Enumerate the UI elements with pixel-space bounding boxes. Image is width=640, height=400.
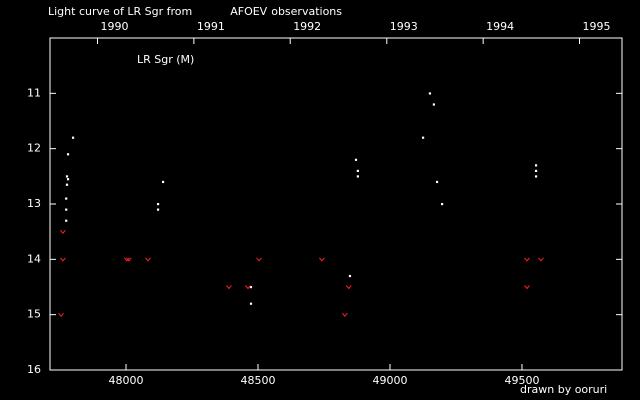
plot-frame <box>49 37 623 371</box>
observation <box>71 136 75 139</box>
observation <box>65 219 68 222</box>
observation <box>65 175 69 178</box>
x-tick-label: 48000 <box>109 374 144 387</box>
x2-tick-label: 1990 <box>101 20 129 33</box>
upper-limit <box>126 257 132 262</box>
upper-limit <box>318 257 325 262</box>
observation <box>161 180 165 184</box>
observation <box>534 169 538 172</box>
y-tick-label: 11 <box>27 86 41 99</box>
upper-limit <box>245 285 251 290</box>
upper-limit <box>58 312 64 317</box>
x-tick-label: 48500 <box>241 374 276 387</box>
upper-limit <box>123 257 130 262</box>
observation <box>156 208 160 211</box>
observation <box>65 208 68 211</box>
observation <box>249 302 253 305</box>
observation <box>421 136 425 139</box>
observation <box>435 180 439 184</box>
chart-title: observations <box>271 5 342 18</box>
x2-tick-label: 1991 <box>197 20 225 33</box>
upper-limit <box>145 257 151 262</box>
observation <box>356 169 359 172</box>
chart-title: Light curve of LR Sgr from <box>48 5 192 18</box>
observation <box>534 164 538 167</box>
upper-limit <box>538 257 544 262</box>
y-tick-label: 15 <box>27 308 41 321</box>
y-tick-label: 16 <box>27 363 41 376</box>
upper-limit <box>60 257 66 262</box>
observation <box>66 178 70 181</box>
x2-tick-label: 1994 <box>486 20 514 33</box>
observation <box>354 158 358 161</box>
upper-limit <box>524 285 530 290</box>
observation <box>348 274 352 278</box>
y-tick-label: 14 <box>27 252 41 265</box>
observation <box>156 203 160 206</box>
star-label: LR Sgr (M) <box>137 53 194 66</box>
x-tick-label: 49000 <box>372 374 407 387</box>
observation <box>66 153 70 156</box>
chart-title: AFOEV <box>230 5 267 18</box>
observation <box>428 92 432 95</box>
observation <box>65 183 69 186</box>
observation <box>356 175 359 178</box>
credit: drawn by ooruri <box>520 383 607 396</box>
observation <box>534 175 538 178</box>
observation <box>65 197 68 200</box>
upper-limit <box>60 229 66 234</box>
upper-limit <box>524 257 530 262</box>
observation <box>440 203 444 206</box>
upper-limit <box>345 285 352 290</box>
x2-tick-label: 1992 <box>293 20 321 33</box>
observation <box>249 286 253 289</box>
y-tick-label: 12 <box>27 142 41 155</box>
x-tick-label: 49500 <box>504 374 539 387</box>
x2-tick-label: 1993 <box>390 20 418 33</box>
x2-tick-label: 1995 <box>583 20 611 33</box>
observation <box>432 103 435 106</box>
upper-limit <box>256 257 262 262</box>
upper-limit <box>226 285 232 290</box>
upper-limit <box>341 312 348 317</box>
y-tick-label: 13 <box>27 197 41 210</box>
